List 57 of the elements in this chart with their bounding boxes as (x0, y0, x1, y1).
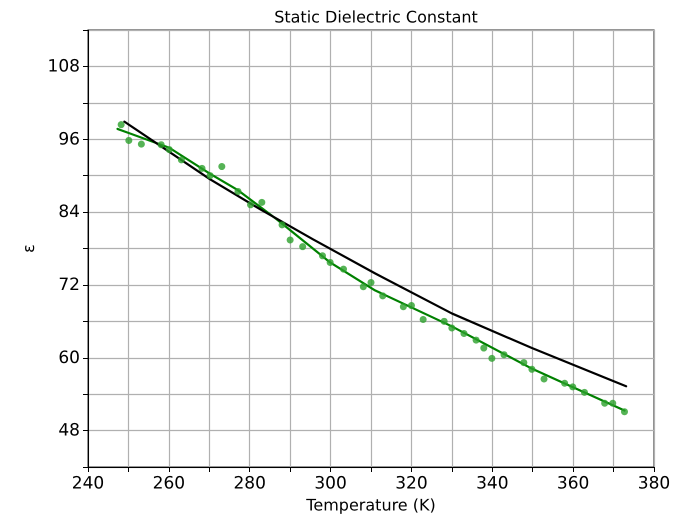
x-tick-label: 340 (476, 474, 509, 494)
point (420, 316, 427, 324)
point (540, 375, 548, 382)
point (218, 163, 226, 170)
point (286, 236, 294, 244)
point (340, 266, 348, 273)
y-tick-label: 108 (48, 56, 80, 76)
point (569, 383, 576, 390)
x-tick-label: 240 (72, 474, 104, 494)
point (125, 136, 132, 144)
point (620, 408, 628, 416)
point (400, 303, 407, 310)
y-axis-title: ε (19, 244, 38, 253)
point (299, 243, 306, 250)
y-tick-label: 72 (58, 274, 80, 295)
point (360, 283, 367, 290)
point (278, 221, 286, 228)
point (520, 359, 528, 366)
point (408, 302, 415, 310)
point (326, 258, 334, 266)
point (118, 121, 125, 128)
y-tick-label: 48 (58, 420, 80, 441)
chart-title: Static Dielectric Constant (274, 8, 478, 26)
point (609, 400, 616, 407)
point (166, 146, 173, 154)
y-tick-label: 96 (58, 129, 80, 150)
x-tick-label: 300 (314, 474, 347, 494)
x-tick-label: 260 (152, 474, 186, 494)
point (561, 380, 568, 387)
point (448, 324, 456, 332)
point (379, 292, 386, 300)
point (460, 330, 468, 337)
point (368, 278, 374, 286)
point (500, 351, 508, 358)
x-tick-label: 280 (233, 474, 266, 494)
point (318, 252, 326, 260)
point (580, 388, 588, 396)
point (206, 172, 214, 180)
point (601, 400, 608, 407)
x-tick-label: 320 (395, 474, 428, 494)
x-tick-label: 380 (638, 474, 670, 494)
point (472, 336, 480, 344)
point (158, 141, 165, 148)
x-tick-label: 360 (556, 474, 590, 494)
point (488, 354, 496, 362)
point (480, 344, 488, 352)
point (138, 140, 145, 148)
point (528, 366, 536, 373)
y-tick-label: 60 (58, 348, 80, 368)
point (440, 318, 448, 325)
x-axis-title: Temperature (K) (305, 495, 436, 514)
point (247, 201, 254, 208)
point (198, 164, 206, 172)
point (258, 198, 266, 206)
point (178, 156, 185, 164)
y-tick-label: 84 (58, 202, 80, 222)
point (234, 188, 242, 195)
